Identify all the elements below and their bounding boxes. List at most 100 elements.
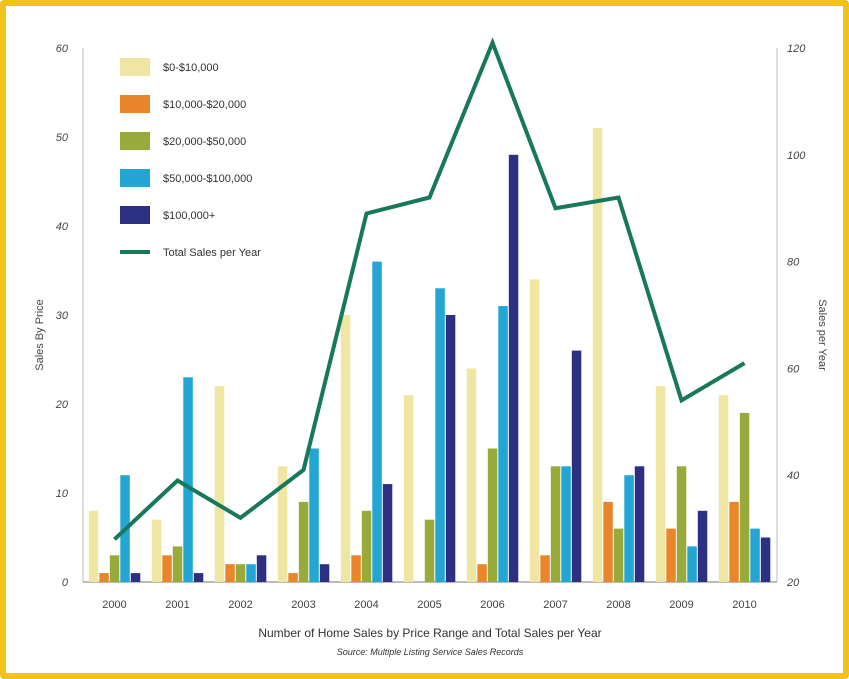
bar-2005-series-0	[403, 395, 414, 582]
x-tick-label: 2002	[228, 599, 252, 611]
bar-2001-series-2	[172, 546, 183, 582]
bar-2010-series-1	[729, 501, 739, 582]
legend-swatch-2	[120, 132, 150, 150]
x-tick-label: 2009	[669, 599, 693, 611]
bar-2002-series-4	[256, 555, 267, 582]
x-tick-label: 2007	[543, 599, 567, 611]
legend-swatch-0	[120, 58, 150, 76]
left-tick-label: 0	[62, 577, 69, 589]
right-y-ticks: 20 40 60 80 100 120	[786, 43, 806, 589]
x-tick-label: 2001	[165, 599, 189, 611]
right-tick-label: 80	[787, 257, 800, 269]
bar-2000-series-4	[130, 573, 141, 582]
bar-2006-series-3	[498, 306, 508, 582]
bar-2003-series-4	[319, 564, 330, 582]
left-tick-label: 30	[56, 310, 69, 322]
left-tick-label: 20	[55, 399, 69, 411]
bar-2002-series-2	[235, 564, 246, 582]
bar-2009-series-2	[676, 466, 687, 582]
bar-2007-series-1	[540, 555, 550, 582]
left-tick-label: 50	[56, 132, 69, 144]
left-tick-label: 40	[56, 221, 69, 233]
bar-2003-series-2	[298, 501, 309, 582]
x-tick-label: 2003	[291, 599, 315, 611]
bar-2001-series-3	[183, 377, 193, 582]
bar-2000-series-0	[88, 510, 99, 582]
x-tick-label: 2000	[102, 599, 126, 611]
bar-2010-series-2	[739, 412, 750, 582]
bar-2003-series-3	[309, 448, 319, 582]
bar-2009-series-1	[666, 528, 676, 582]
bar-2001-series-4	[193, 573, 204, 582]
legend-label-4: $100,000+	[163, 210, 215, 222]
bar-2006-series-1	[477, 564, 487, 582]
source-note: Source: Multiple Listing Service Sales R…	[337, 647, 524, 657]
bar-2008-series-1	[603, 501, 613, 582]
bar-2004-series-0	[340, 315, 351, 582]
legend-label-2: $20,000-$50,000	[163, 136, 246, 148]
left-axis-title: Sales By Price	[34, 299, 46, 371]
bar-2006-series-4	[508, 154, 519, 583]
x-tick-label: 2006	[480, 599, 504, 611]
bar-2007-series-0	[529, 279, 540, 582]
left-tick-label: 60	[56, 43, 69, 55]
bar-2002-series-1	[225, 564, 235, 582]
x-tick-label: 2010	[732, 599, 756, 611]
legend-label-3: $50,000-$100,000	[163, 173, 252, 185]
x-tick-label: 2004	[354, 599, 378, 611]
bar-2002-series-3	[246, 564, 256, 582]
bar-2009-series-0	[655, 386, 666, 582]
left-y-ticks: 0 10 20 30 40 50 60	[55, 43, 69, 589]
right-tick-label: 120	[787, 43, 806, 55]
bar-2004-series-4	[382, 484, 393, 582]
bar-2006-series-0	[466, 368, 477, 582]
x-ticks: 2000 2001 2002 2003 2004 2005 2006 2007 2008 2009…	[102, 599, 756, 611]
bar-2008-series-3	[624, 475, 634, 582]
bar-2005-series-3	[435, 288, 445, 582]
right-tick-label: 20	[786, 577, 800, 589]
bar-2007-series-4	[571, 350, 582, 582]
bar-2008-series-4	[634, 466, 645, 582]
legend-swatch-1	[120, 95, 150, 113]
bar-2004-series-3	[372, 261, 382, 582]
bar-2004-series-2	[361, 510, 372, 582]
bar-2002-series-0	[214, 386, 225, 582]
legend-label-total: Total Sales per Year	[163, 247, 261, 259]
bar-2006-series-2	[487, 448, 498, 582]
bar-2010-series-3	[750, 528, 760, 582]
bar-2009-series-4	[697, 510, 708, 582]
bar-2000-series-1	[99, 573, 109, 582]
bar-2010-series-4	[760, 537, 771, 582]
bar-2003-series-0	[277, 466, 288, 582]
right-tick-label: 100	[787, 150, 806, 162]
bar-2007-series-3	[561, 466, 571, 582]
bar-2009-series-3	[687, 546, 697, 582]
legend-swatch-4	[120, 206, 150, 224]
right-tick-label: 60	[787, 363, 800, 375]
bar-2007-series-2	[550, 466, 561, 582]
left-tick-label: 10	[56, 488, 69, 500]
right-axis-title: Sales per Year	[816, 299, 828, 371]
bar-2001-series-1	[162, 555, 172, 582]
bar-2005-series-2	[424, 519, 435, 582]
right-tick-label: 40	[787, 470, 800, 482]
legend-label-1: $10,000-$20,000	[163, 99, 246, 111]
x-tick-label: 2005	[417, 599, 441, 611]
x-axis-title: Number of Home Sales by Price Range and …	[258, 626, 601, 640]
bar-2004-series-1	[351, 555, 361, 582]
bar-2008-series-2	[613, 528, 624, 582]
total-line-group	[113, 37, 746, 541]
x-tick-label: 2008	[606, 599, 630, 611]
bar-2000-series-2	[109, 555, 120, 582]
bar-2008-series-0	[592, 128, 603, 582]
legend-swatch-3	[120, 169, 150, 187]
total-sales-line	[113, 37, 746, 541]
bar-2005-series-4	[445, 315, 456, 582]
bar-2010-series-0	[718, 395, 729, 582]
bar-2003-series-1	[288, 573, 298, 582]
legend: $0-$10,000 $10,000-$20,000 $20,000-$50,000…	[120, 58, 261, 259]
legend-label-0: $0-$10,000	[163, 62, 219, 74]
bar-2001-series-0	[151, 519, 162, 582]
